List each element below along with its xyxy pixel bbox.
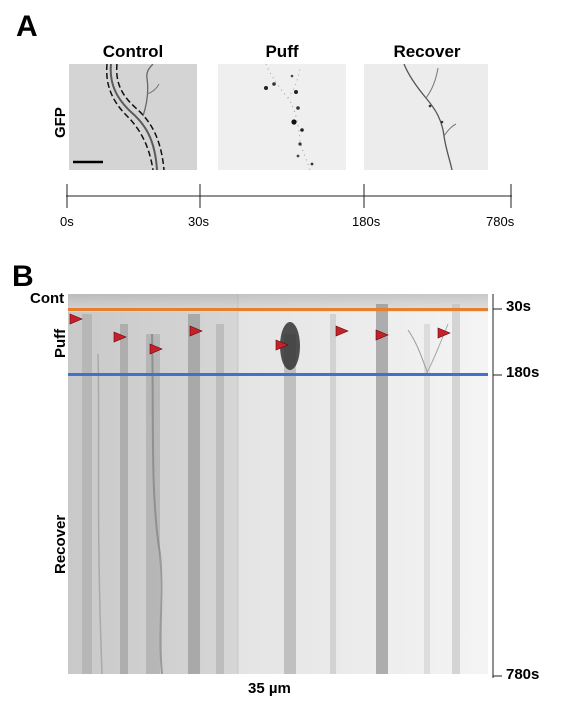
- time-780s-label: 780s: [506, 666, 540, 683]
- puff-row-label: Puff: [52, 328, 69, 358]
- kymograph: [68, 294, 488, 674]
- puff-micrograph: [218, 64, 346, 170]
- control-title: Control: [102, 42, 164, 61]
- control-end-line: [68, 308, 488, 311]
- gfp-label: GFP: [52, 107, 69, 138]
- time-180s-label: 180s: [506, 364, 540, 381]
- scale-label: 35 µm: [248, 680, 291, 697]
- puff-title: Puff: [265, 42, 299, 61]
- recover-micrograph: [364, 64, 488, 170]
- recover-title: Recover: [393, 42, 461, 61]
- tick-0s: 0s: [60, 214, 74, 229]
- panel-b-letter: B: [12, 260, 34, 293]
- panel-a-letter: A: [16, 10, 38, 43]
- recover-row-label: Recover: [52, 514, 69, 574]
- timeline-axis: [66, 184, 512, 208]
- tick-30s: 30s: [188, 214, 209, 229]
- time-axis: [490, 294, 502, 678]
- puff-end-line: [68, 373, 488, 376]
- tick-780s: 780s: [486, 214, 515, 229]
- tick-180s: 180s: [352, 214, 381, 229]
- time-30s-label: 30s: [506, 298, 532, 315]
- control-micrograph: [69, 64, 197, 170]
- cont-label: Cont: [30, 290, 65, 307]
